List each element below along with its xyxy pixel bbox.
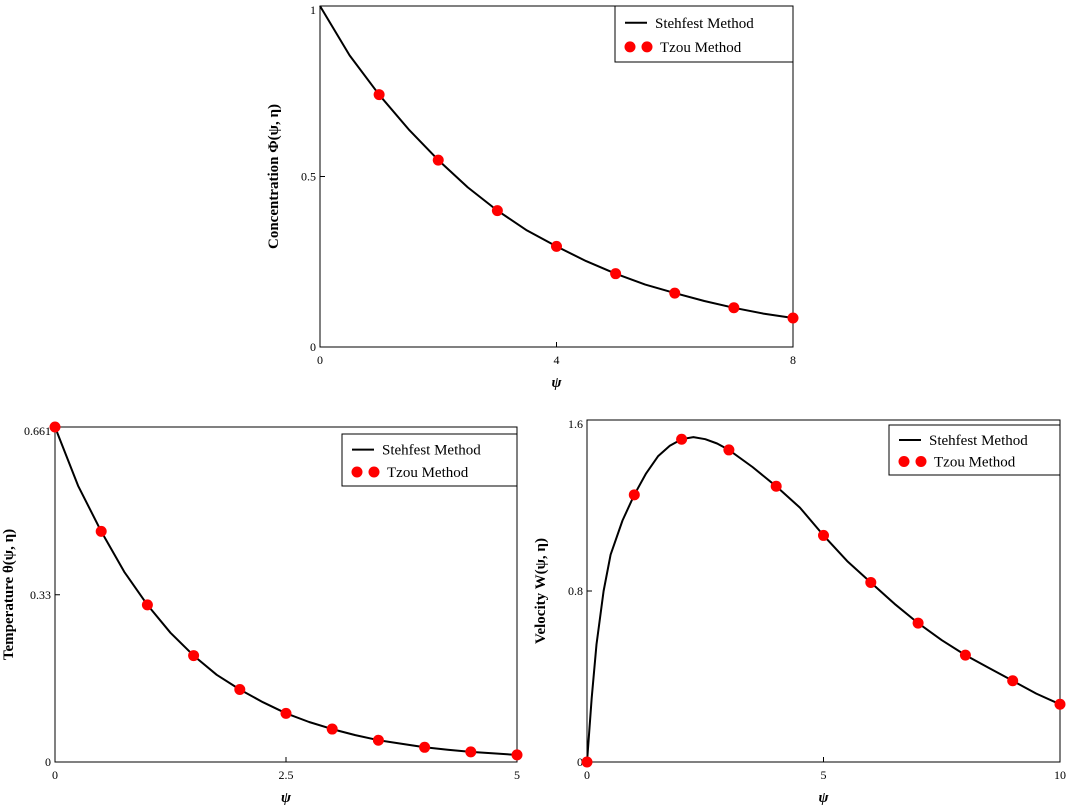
x-axis-label: ψ [551,375,562,391]
data-point-tzou [372,734,384,746]
legend: Stehfest Method Tzou Method [888,424,1061,476]
y-tick-label: 0 [577,755,583,769]
data-point-tzou [188,650,200,662]
chart-velocity: 0 5 10 0 0.8 1.6 ψ Velocity W(ψ, η) Stehfest Met… [533,417,1066,805]
y-tick-label: 0 [45,755,51,769]
data-point-tzou [787,312,799,324]
legend-box [614,5,794,63]
x-axis-label: ψ [818,790,829,805]
series-line-stehfest [586,436,1061,763]
data-point-tzou [676,433,688,445]
x-tick-label: 4 [554,353,560,367]
data-point-tzou [432,154,444,166]
data-point-tzou [610,268,622,280]
x-tick-label: 5 [821,768,827,782]
x-axis-label: ψ [281,790,292,805]
data-point-tzou [95,525,107,537]
data-point-tzou [728,302,740,314]
x-tick-label: 0 [52,768,58,782]
legend-box [341,433,518,487]
data-point-tzou [373,89,385,101]
y-tick-label: 0 [310,340,316,354]
data-point-tzou [419,741,431,753]
data-point-tzou [581,756,593,768]
data-point-tzou [1054,698,1066,710]
data-point-tzou [280,707,292,719]
y-axis-label: Temperature θ(ψ, η) [1,529,17,660]
chart-temperature: 0 2.5 5 0 0.33 0.661 ψ Temperature θ(ψ, η) Stehf… [1,421,523,805]
data-point-tzou [628,489,640,501]
legend-label-stehfest: Stehfest Method [929,433,1028,449]
legend-box [888,424,1061,476]
data-point-tzou [723,444,735,456]
y-tick-label: 0.8 [568,584,583,598]
legend-label-tzou: Tzou Method [660,40,742,56]
y-axis-label: Velocity W(ψ, η) [533,538,549,644]
legend-marker-swatch [641,41,653,53]
legend: Stehfest Method Tzou Method [614,5,794,63]
legend-marker-swatch [624,41,636,53]
data-point-tzou [491,205,503,217]
data-point-tzou [465,746,477,758]
data-point-tzou [49,421,61,433]
data-point-tzou [511,749,523,761]
y-tick-label: 0.5 [301,170,316,184]
legend-label-tzou: Tzou Method [387,465,469,481]
y-axis-label: Concentration Φ(ψ, η) [266,104,282,249]
legend-marker-swatch [368,466,380,478]
data-point-tzou [865,576,877,588]
legend: Stehfest Method Tzou Method [341,433,518,487]
data-point-tzou [234,684,246,696]
legend-label-stehfest: Stehfest Method [382,443,481,459]
x-tick-label: 0 [317,353,323,367]
legend-marker-swatch [351,466,363,478]
data-point-tzou [669,287,681,299]
x-tick-label: 5 [514,768,520,782]
y-tick-label: 1 [310,3,316,17]
x-tick-label: 10 [1054,768,1066,782]
data-point-tzou [1007,675,1019,687]
x-tick-label: 0 [584,768,590,782]
data-point-tzou [770,480,782,492]
data-point-tzou [818,529,829,541]
legend-label-stehfest: Stehfest Method [655,16,754,32]
legend-marker-swatch [915,456,927,467]
data-point-tzou [551,240,562,252]
data-point-tzou [912,617,924,629]
y-tick-label: 1.6 [568,417,583,431]
data-point-tzou [326,723,338,735]
legend-label-tzou: Tzou Method [934,455,1016,471]
data-point-tzou [959,649,971,661]
data-point-tzou [141,599,153,611]
chart-concentration: 0 4 8 0 0.5 1 ψ Concentration Φ(ψ, η) Stehfest M… [266,3,799,391]
x-tick-label: 8 [790,353,796,367]
y-tick-label: 0.33 [30,588,51,602]
legend-marker-swatch [898,456,910,467]
x-tick-label: 2.5 [279,768,294,782]
y-tick-label: 0.661 [24,424,51,438]
